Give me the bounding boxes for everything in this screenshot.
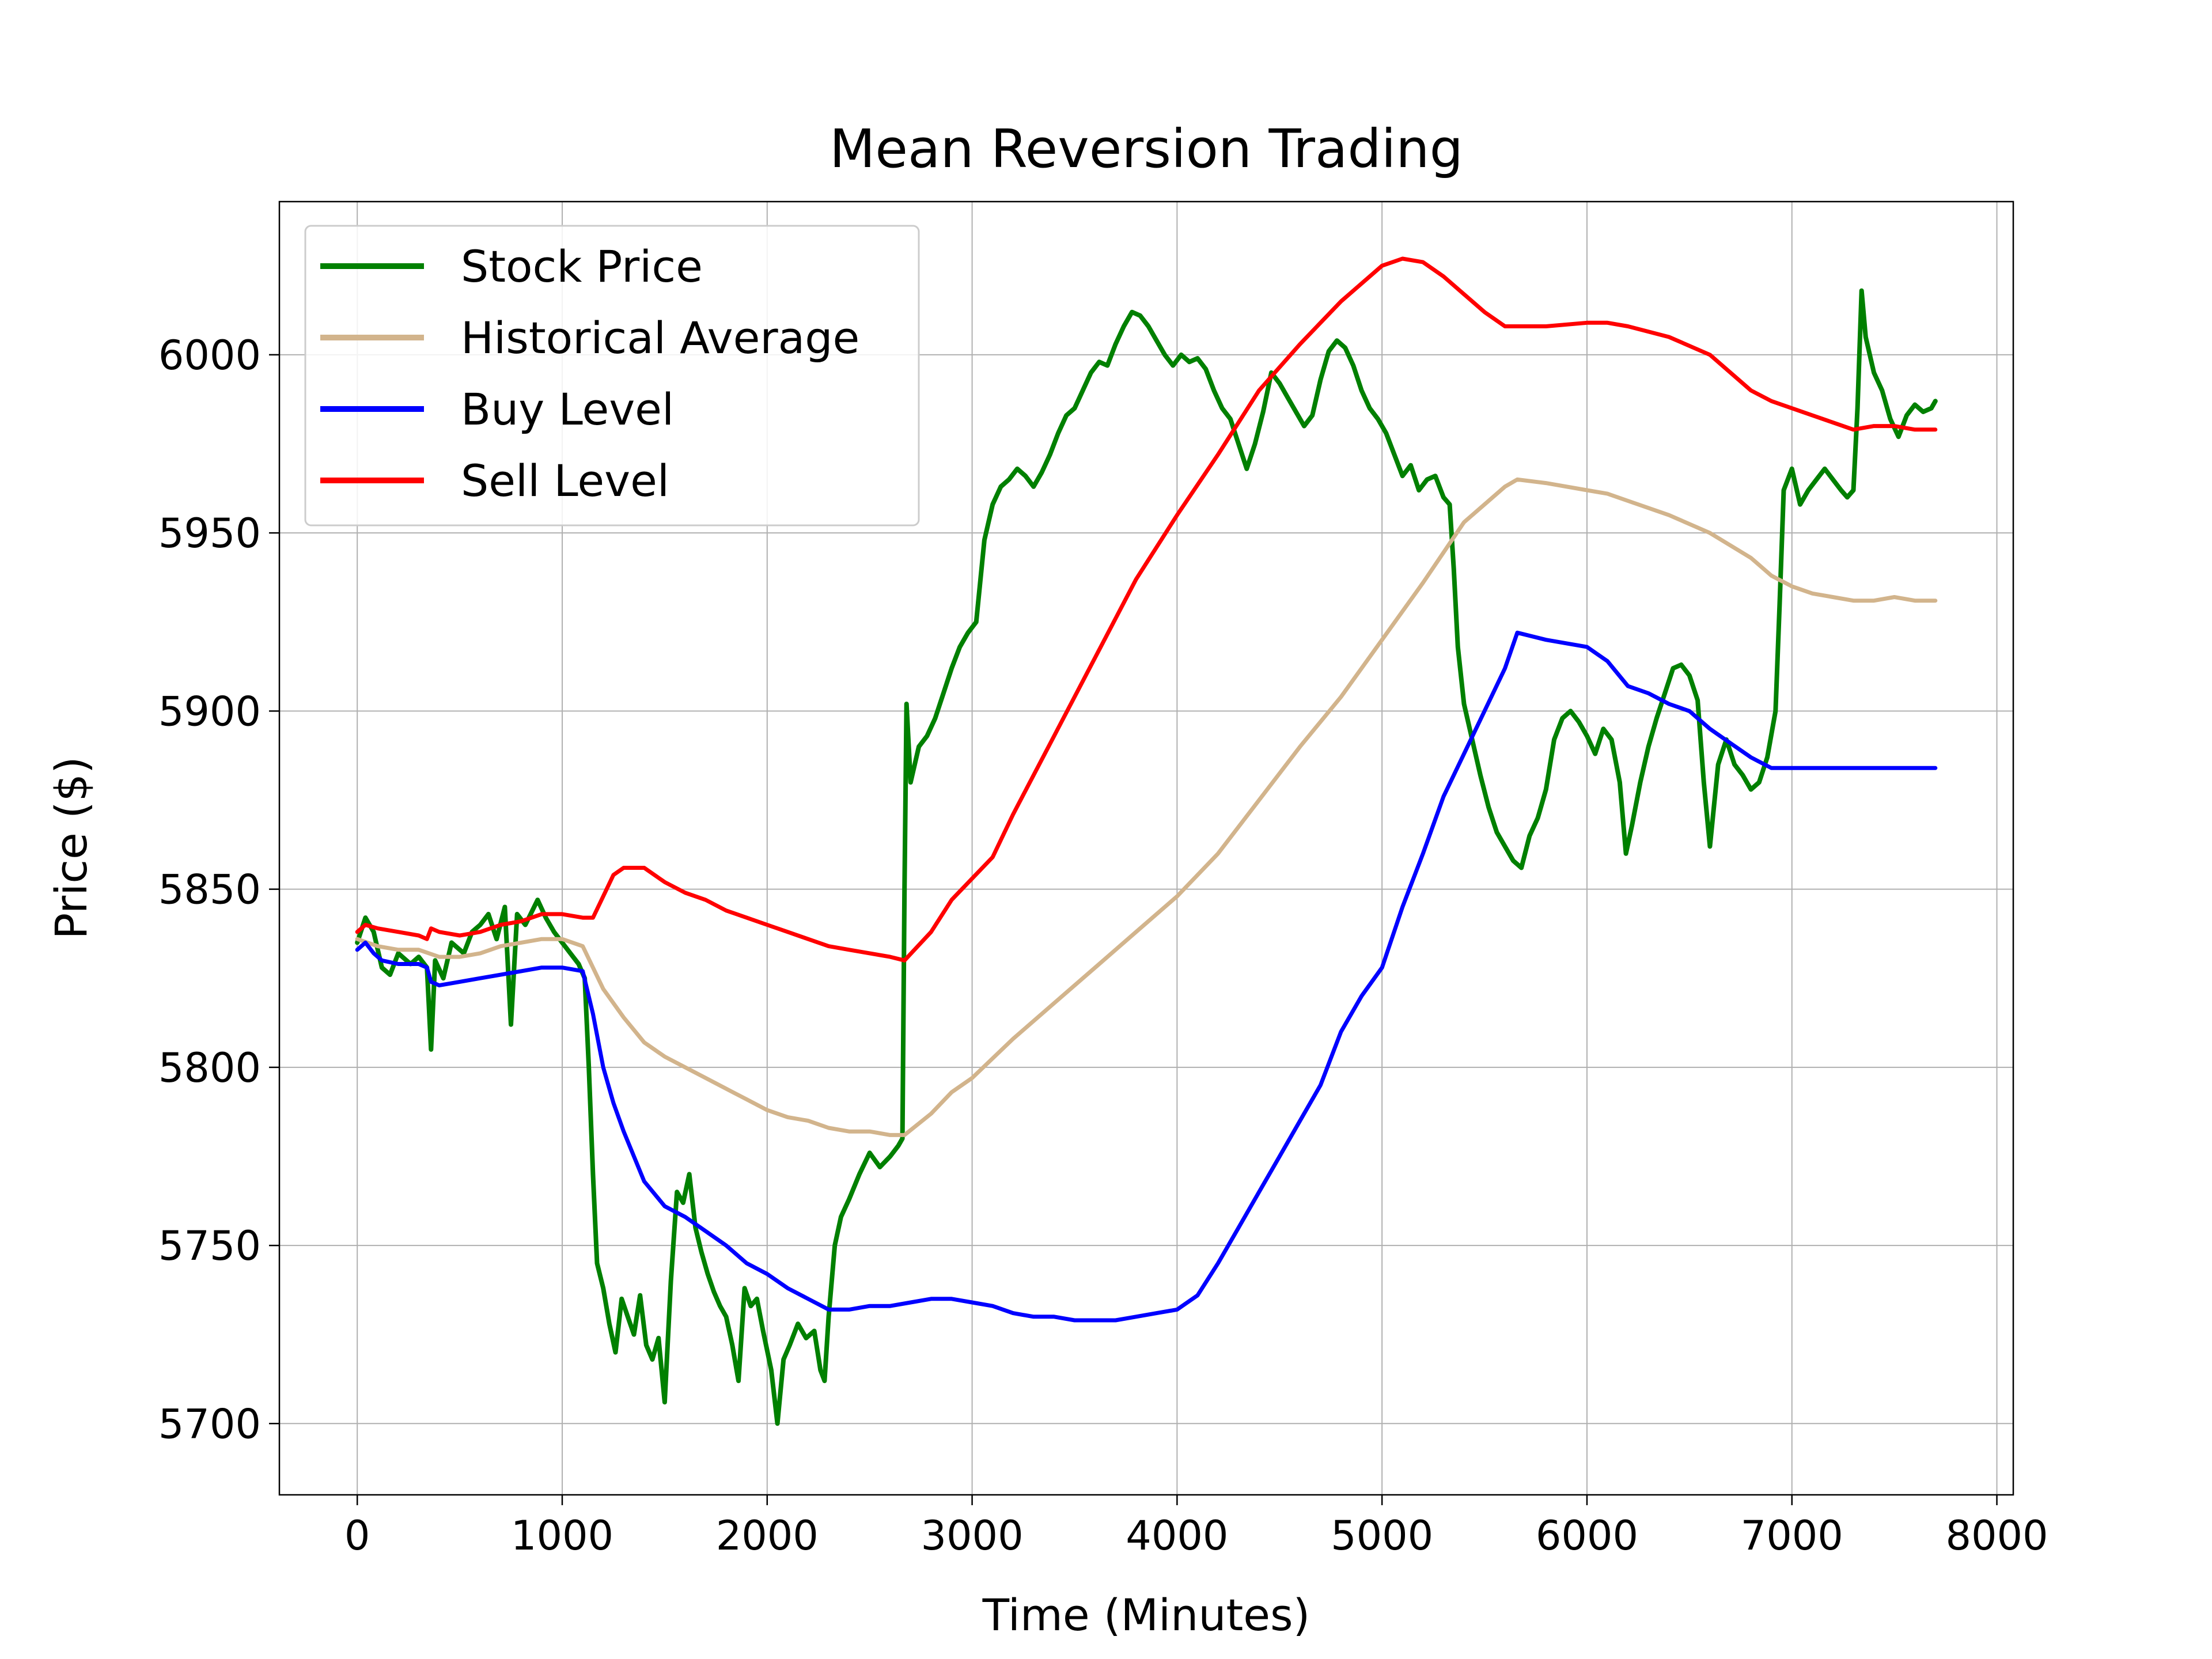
y-tick-label: 5800 — [158, 1044, 261, 1092]
x-tick-label: 2000 — [716, 1512, 819, 1559]
x-tick-label: 3000 — [921, 1512, 1023, 1559]
series-line-stock-price — [355, 288, 1938, 1426]
x-tick-label: 6000 — [1536, 1512, 1638, 1559]
y-tick-label: 6000 — [158, 332, 261, 379]
x-tick-label: 7000 — [1741, 1512, 1843, 1559]
y-tick-label: 5750 — [158, 1222, 261, 1270]
x-axis: 0 1000 2000 3000 4000 5000 6000 7000 8000 — [344, 1495, 2048, 1559]
x-tick-label: 0 — [344, 1512, 370, 1559]
x-axis-label: Time (Minutes) — [982, 1589, 1310, 1641]
legend-label: Buy Level — [461, 384, 674, 435]
y-tick-label: 5850 — [158, 866, 261, 914]
x-tick-label: 8000 — [1945, 1512, 2048, 1559]
x-tick-label: 4000 — [1126, 1512, 1228, 1559]
legend-label: Stock Price — [461, 241, 703, 292]
y-tick-label: 5900 — [158, 688, 261, 735]
series-layer — [355, 256, 1938, 1426]
legend-box — [304, 225, 920, 527]
series-line-sell-level — [355, 256, 1938, 963]
x-tick-label: 5000 — [1331, 1512, 1433, 1559]
chart-title: Mean Reversion Trading — [830, 118, 1463, 180]
y-axis-label: Price ($) — [46, 756, 97, 939]
series-line-historical-average — [355, 477, 1938, 1137]
y-tick-label: 5950 — [158, 510, 261, 557]
legend: Stock Price Historical Average Buy Level Se… — [304, 225, 920, 527]
legend-label: Historical Average — [461, 312, 859, 363]
series-line-buy-level — [355, 630, 1938, 1323]
y-axis: 5700 5750 5800 5850 5900 5950 6000 — [158, 332, 279, 1448]
plot-frame — [278, 200, 2014, 1496]
y-tick-label: 5700 — [158, 1400, 261, 1448]
legend-label: Sell Level — [461, 455, 669, 506]
x-tick-label: 1000 — [511, 1512, 613, 1559]
